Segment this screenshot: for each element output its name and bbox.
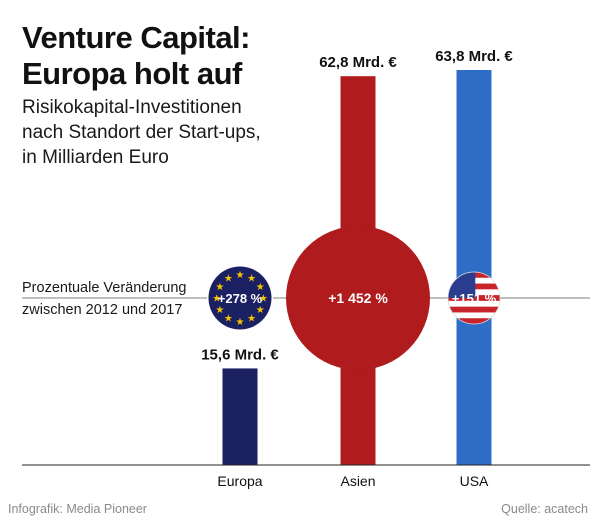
infographic-credit: Infografik: Media Pioneer <box>8 502 147 516</box>
category-label-europa: Europa <box>217 473 262 489</box>
value-label-asien: 62,8 Mrd. € <box>319 54 397 71</box>
percent-bubble-europa: ★★★★★★★★★ ★ ★★ <box>206 264 274 332</box>
percent-bubble-asien <box>286 226 430 370</box>
percent-label-europa: +278 % <box>218 291 263 306</box>
percent-label-usa: +151 % <box>452 291 497 306</box>
bubble-disc-asien <box>286 226 430 370</box>
flag-stripe <box>448 306 500 313</box>
eu-star-icon: ★ <box>236 317 245 328</box>
us-flag-icon <box>448 272 500 324</box>
bubble-disc-europa <box>208 266 272 330</box>
subtitle-line-2: nach Standort der Start-ups, <box>22 122 261 143</box>
title-line-2: Europa holt auf <box>22 56 242 91</box>
eu-star-icon: ★ <box>215 305 224 316</box>
eu-star-icon: ★ <box>224 314 233 325</box>
percent-bubble-usa <box>447 271 501 325</box>
percent-label-asien: +1 452 % <box>328 290 388 306</box>
category-label-asien: Asien <box>340 473 375 489</box>
chart-subtitle: Risikokapital-Investitionen nach Standor… <box>22 95 302 170</box>
percent-change-label-line-1: Prozentuale Veränderung <box>22 280 187 296</box>
footer: Infografik: Media Pioneer Quelle: acatec… <box>0 494 600 529</box>
eu-star-icon: ★ <box>256 305 265 316</box>
data-source: Quelle: acatech <box>501 502 588 516</box>
flag-stripe <box>448 318 500 324</box>
eu-star-icon: ★ <box>256 282 265 293</box>
bar-europa <box>222 368 258 465</box>
percent-change-label-line-2: zwischen 2012 und 2017 <box>22 302 183 318</box>
bar-usa <box>456 70 492 465</box>
eu-star-icon: ★ <box>212 294 221 305</box>
eu-star-icon: ★ <box>236 270 245 281</box>
category-label-usa: USA <box>460 473 489 489</box>
title-line-1: Venture Capital: <box>22 20 251 55</box>
labels-layer: 15,6 Mrd. € Europa +278 % 62,8 Mrd. € Asien +… <box>201 48 513 489</box>
eu-star-icon: ★ <box>247 314 256 325</box>
percent-change-label: Prozentuale Veränderung zwischen 2012 un… <box>22 277 212 321</box>
subtitle-line-1: Risikokapital-Investitionen <box>22 97 242 118</box>
eu-star-icon: ★ <box>247 273 256 284</box>
chart-title: Venture Capital: Europa holt auf <box>22 20 251 92</box>
eu-star-icon: ★ <box>259 294 268 305</box>
eu-star-icon: ★ <box>224 273 233 284</box>
subtitle-line-3: in Milliarden Euro <box>22 147 169 168</box>
bubble-ring-usa <box>447 271 501 325</box>
bubbles-layer: ★★★★★★★★★ ★ ★★ <box>206 226 501 370</box>
value-label-europa: 15,6 Mrd. € <box>201 346 279 363</box>
value-label-usa: 63,8 Mrd. € <box>435 48 513 65</box>
eu-star-icon: ★ <box>215 282 224 293</box>
